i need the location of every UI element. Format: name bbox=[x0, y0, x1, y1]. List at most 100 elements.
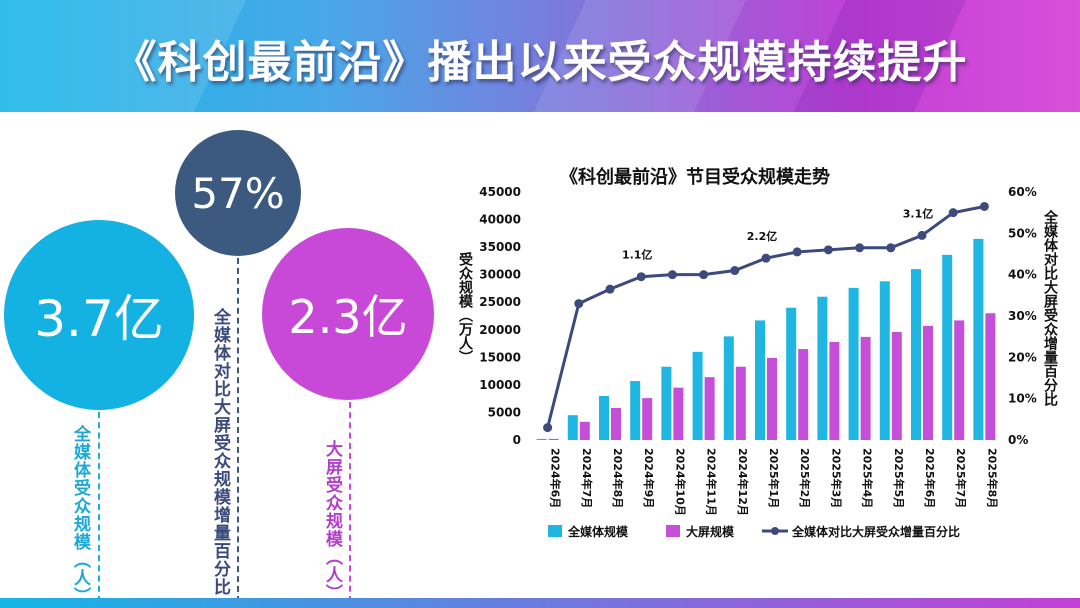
bar-tv bbox=[985, 313, 996, 440]
bottom-strip bbox=[0, 598, 1080, 608]
x-tick-label: 2025年1月 bbox=[767, 448, 781, 508]
y-tick-label: 10000 bbox=[479, 378, 521, 392]
line-point bbox=[979, 201, 989, 211]
bar-annotation: 3.1亿 bbox=[903, 206, 934, 220]
line-point bbox=[886, 243, 896, 253]
y2-tick-label: 20% bbox=[1008, 350, 1037, 364]
y-tick-label: 45000 bbox=[479, 185, 521, 199]
x-tick-label: 2025年3月 bbox=[829, 448, 843, 508]
total-audience-value: 3.7亿 bbox=[34, 290, 164, 348]
bar-total bbox=[567, 415, 578, 440]
bar-total bbox=[723, 336, 734, 440]
bar-tv bbox=[548, 438, 559, 440]
y-axis-ticks: 0 5000 10000 15000 20000 25000 30000 35000 40000… bbox=[479, 185, 521, 447]
bar-total bbox=[786, 307, 797, 440]
bar-tv bbox=[829, 341, 840, 440]
x-axis-labels: 2024年6月 2024年7月 2024年8月 2024年9月 2024年10月 2024… bbox=[549, 448, 1000, 516]
bar-total bbox=[911, 269, 921, 440]
x-tick-label: 2024年9月 bbox=[642, 448, 656, 508]
tv-audience-value: 2.3亿 bbox=[288, 290, 408, 344]
y2-tick-label: 50% bbox=[1008, 226, 1037, 240]
x-tick-label: 2025年2月 bbox=[798, 448, 812, 508]
bar-series bbox=[536, 238, 996, 440]
line-point bbox=[699, 270, 709, 280]
legend-swatch-total bbox=[548, 525, 562, 537]
x-tick-label: 2024年6月 bbox=[549, 448, 563, 508]
x-tick-label: 2025年5月 bbox=[892, 448, 906, 508]
line-point bbox=[574, 299, 584, 309]
bar-total bbox=[879, 281, 890, 440]
bar-tv bbox=[923, 325, 933, 440]
legend-label-percent: 全媒体对比大屏受众增量百分比 bbox=[791, 524, 960, 539]
bar-tv bbox=[611, 408, 621, 440]
tv-dashed-line bbox=[349, 402, 351, 602]
total-audience-circle: 3.7亿 bbox=[4, 220, 194, 410]
chart-legend: 全媒体规模 大屏规模 全媒体对比大屏受众增量百分比 bbox=[548, 524, 960, 539]
line-point bbox=[605, 284, 615, 294]
bar-total bbox=[848, 287, 859, 440]
line-point bbox=[636, 272, 646, 282]
bar-tv bbox=[860, 336, 871, 440]
y-tick-label: 35000 bbox=[479, 240, 521, 254]
x-tick-label: 2024年7月 bbox=[580, 448, 594, 508]
line-point bbox=[730, 266, 740, 276]
bar-annotation: 1.1亿 bbox=[622, 248, 653, 262]
bar-tv bbox=[954, 320, 965, 440]
y2-tick-label: 40% bbox=[1008, 268, 1037, 282]
bar-tv bbox=[798, 349, 809, 440]
chart-title: 《科创最前沿》节目受众规模走势 bbox=[560, 167, 830, 188]
legend-label-total: 全媒体规模 bbox=[567, 524, 629, 539]
legend-swatch-tv bbox=[666, 525, 680, 537]
bar-tv bbox=[704, 377, 715, 440]
line-point bbox=[917, 230, 927, 240]
increase-percent-label: 全媒体对比大屏受众规模增量百分比 bbox=[210, 308, 230, 596]
y2-tick-label: 30% bbox=[1008, 309, 1037, 323]
y-tick-label: 25000 bbox=[479, 295, 521, 309]
x-tick-label: 2024年8月 bbox=[611, 448, 625, 508]
increase-percent-value: 57% bbox=[191, 168, 285, 218]
line-point bbox=[823, 245, 833, 255]
legend-label-tv: 大屏规模 bbox=[686, 524, 735, 539]
bar-total bbox=[599, 395, 609, 440]
bar-total bbox=[661, 366, 672, 440]
x-tick-label: 2024年12月 bbox=[736, 448, 750, 516]
y2-tick-label: 10% bbox=[1008, 392, 1037, 406]
bar-tv bbox=[673, 387, 684, 440]
y-axis-label: 受众规模（万人） bbox=[457, 252, 473, 364]
bar-total bbox=[692, 351, 703, 440]
bar-total bbox=[536, 438, 547, 440]
x-tick-label: 2025年6月 bbox=[923, 448, 937, 508]
bar-tv bbox=[767, 357, 777, 440]
total-dashed-line bbox=[98, 412, 100, 602]
x-tick-label: 2024年10月 bbox=[673, 448, 687, 516]
bar-total bbox=[973, 238, 984, 440]
bar-tv bbox=[735, 366, 746, 440]
bar-tv bbox=[579, 421, 590, 440]
line-point bbox=[761, 253, 771, 263]
total-audience-label: 全媒体受众规模（人） bbox=[70, 425, 90, 605]
x-tick-label: 2025年4月 bbox=[861, 448, 875, 508]
bar-tv bbox=[642, 398, 653, 440]
title-banner: 《科创最前沿》播出以来受众规模持续提升 bbox=[0, 0, 1080, 112]
annotations: 1.1亿 2.2亿 3.1亿 bbox=[622, 206, 933, 261]
tv-audience-label: 大屏受众规模（人） bbox=[322, 440, 342, 602]
y-tick-label: 5000 bbox=[488, 405, 521, 419]
line-point bbox=[792, 247, 802, 257]
x-tick-label: 2024年11月 bbox=[705, 448, 719, 516]
bar-total bbox=[942, 254, 953, 440]
x-tick-label: 2025年8月 bbox=[985, 448, 999, 508]
bar-annotation: 2.2亿 bbox=[747, 229, 778, 243]
bar-total bbox=[630, 381, 641, 440]
tv-audience-circle: 2.3亿 bbox=[262, 228, 434, 400]
line-point bbox=[543, 423, 553, 433]
increase-percent-circle: 57% bbox=[175, 130, 301, 256]
bar-total bbox=[817, 296, 828, 440]
y2-axis-ticks: 0% 10% 20% 30% 40% 50% 60% bbox=[1008, 185, 1037, 447]
y2-tick-label: 60% bbox=[1008, 185, 1037, 199]
line-point bbox=[948, 208, 958, 218]
increase-dashed-line bbox=[237, 258, 239, 602]
y-tick-label: 0 bbox=[513, 433, 521, 447]
line-point bbox=[667, 270, 677, 280]
legend-marker-percent bbox=[771, 527, 779, 535]
